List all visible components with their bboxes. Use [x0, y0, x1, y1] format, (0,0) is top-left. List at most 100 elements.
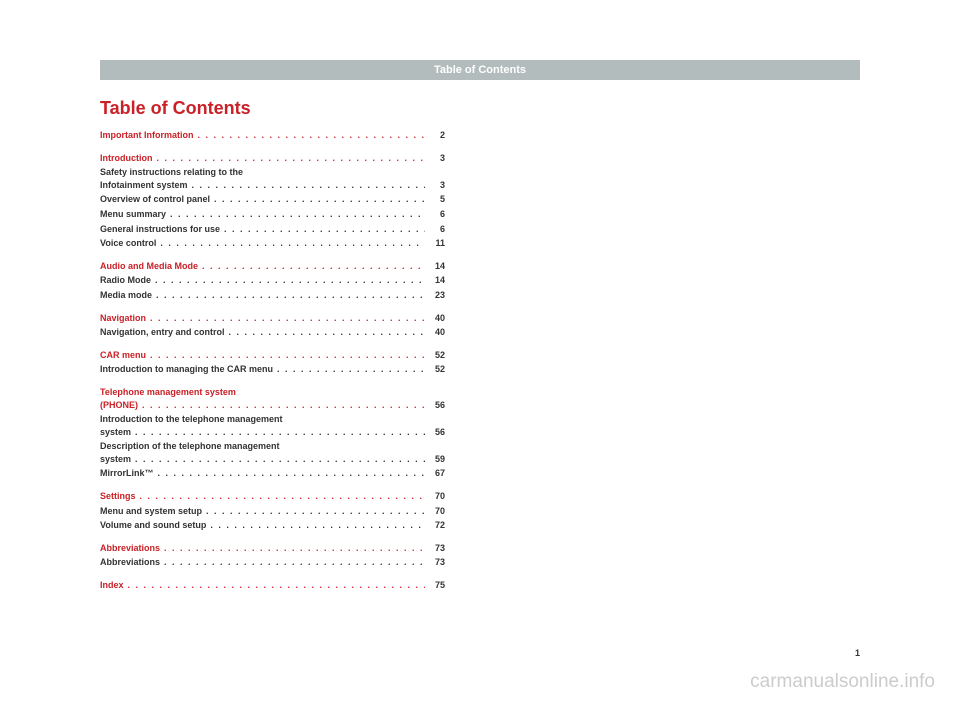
toc-page: 23	[425, 289, 445, 302]
toc-page: 72	[425, 519, 445, 532]
toc-label: General instructions for use	[100, 223, 220, 236]
toc-label: Index	[100, 579, 124, 592]
toc-dots	[225, 326, 425, 339]
toc-dots	[206, 519, 425, 532]
toc-page: 5	[425, 193, 445, 206]
toc-dots	[146, 349, 425, 362]
toc-page: 40	[425, 312, 445, 325]
toc-dots	[146, 312, 425, 325]
toc-label: Abbreviations	[100, 556, 160, 569]
watermark: carmanualsonline.info	[750, 671, 935, 693]
toc-entry: Audio and Media Mode14	[100, 260, 445, 273]
toc-entry-multiline: Description of the telephone managements…	[100, 440, 445, 465]
toc-dots	[210, 193, 425, 206]
toc-label: Settings	[100, 490, 136, 503]
toc-label: Introduction to managing the CAR menu	[100, 363, 273, 376]
toc-label-line2: system	[100, 453, 131, 466]
document-page: Table of Contents Table of Contents Impo…	[0, 0, 960, 708]
toc-page: 6	[425, 208, 445, 221]
toc-dots	[153, 152, 426, 165]
toc-dots	[202, 505, 425, 518]
toc-dots	[154, 467, 425, 480]
toc-label: Introduction	[100, 152, 153, 165]
toc-page: 67	[425, 467, 445, 480]
toc-label: Radio Mode	[100, 274, 151, 287]
toc-label: Navigation	[100, 312, 146, 325]
page-title: Table of Contents	[100, 98, 860, 119]
toc-label: Voice control	[100, 237, 156, 250]
toc-label: Abbreviations	[100, 542, 160, 555]
toc-label-line1: Introduction to the telephone management	[100, 413, 283, 426]
toc-dots	[160, 542, 425, 555]
toc-label-line1: Safety instructions relating to the	[100, 166, 243, 179]
toc-entry: Abbreviations 73	[100, 542, 445, 555]
toc-page: 6	[425, 223, 445, 236]
toc-entry: Volume and sound setup 72	[100, 519, 445, 532]
header-bar: Table of Contents	[100, 60, 860, 80]
toc-dots	[194, 129, 426, 142]
toc-page: 56	[425, 399, 445, 412]
toc-dots	[151, 274, 425, 287]
toc-entry: Menu and system setup70	[100, 505, 445, 518]
toc-entry-multiline: Introduction to the telephone management…	[100, 413, 445, 438]
toc-entry-multiline: Safety instructions relating to theInfot…	[100, 166, 445, 191]
toc-page: 75	[425, 579, 445, 592]
toc-label-line2: system	[100, 426, 131, 439]
toc-page: 73	[425, 542, 445, 555]
toc-page: 73	[425, 556, 445, 569]
toc-dots	[136, 490, 425, 503]
toc-page: 3	[425, 179, 445, 192]
toc-label: Overview of control panel	[100, 193, 210, 206]
page-number: 1	[855, 648, 860, 658]
toc-entry: Index 75	[100, 579, 445, 592]
toc-label: Menu summary	[100, 208, 166, 221]
toc-dots	[160, 556, 425, 569]
toc-entry: Important Information 2	[100, 129, 445, 142]
toc-label: Media mode	[100, 289, 152, 302]
toc-dots	[152, 289, 425, 302]
toc-label-line2: (PHONE)	[100, 399, 138, 412]
toc-page: 70	[425, 490, 445, 503]
toc-entry: Introduction 3	[100, 152, 445, 165]
toc-label-line1: Description of the telephone management	[100, 440, 280, 453]
toc-entry: Overview of control panel 5	[100, 193, 445, 206]
toc-dots	[198, 260, 425, 273]
toc-label: Menu and system setup	[100, 505, 202, 518]
toc-dots	[188, 179, 425, 192]
toc-entry: Voice control11	[100, 237, 445, 250]
toc-entry: Menu summary 6	[100, 208, 445, 221]
toc-page: 14	[425, 274, 445, 287]
toc-entry: MirrorLink™ 67	[100, 467, 445, 480]
toc-page: 40	[425, 326, 445, 339]
toc-label: MirrorLink™	[100, 467, 154, 480]
toc-entry: CAR menu 52	[100, 349, 445, 362]
toc-dots	[273, 363, 425, 376]
toc-label: Audio and Media Mode	[100, 260, 198, 273]
toc-entry: General instructions for use 6	[100, 223, 445, 236]
toc-entry: Introduction to managing the CAR menu 52	[100, 363, 445, 376]
toc-page: 2	[425, 129, 445, 142]
toc-label-line1: Telephone management system	[100, 386, 236, 399]
toc-page: 52	[425, 363, 445, 376]
toc-entry: Navigation, entry and control 40	[100, 326, 445, 339]
toc-entry-multiline: Telephone management system(PHONE) 56	[100, 386, 445, 411]
toc-label: Volume and sound setup	[100, 519, 206, 532]
toc-entry: Radio Mode 14	[100, 274, 445, 287]
toc-page: 59	[425, 453, 445, 466]
toc-dots	[166, 208, 425, 221]
toc-label: Important Information	[100, 129, 194, 142]
toc-label-line2: Infotainment system	[100, 179, 188, 192]
toc-dots	[220, 223, 425, 236]
toc-entry: Media mode 23	[100, 289, 445, 302]
toc-dots	[156, 237, 425, 250]
toc-dots	[138, 399, 425, 412]
toc-page: 3	[425, 152, 445, 165]
toc-label: Navigation, entry and control	[100, 326, 225, 339]
toc-page: 52	[425, 349, 445, 362]
toc-dots	[124, 579, 425, 592]
toc-entry: Abbreviations 73	[100, 556, 445, 569]
toc-label: CAR menu	[100, 349, 146, 362]
toc-entry: Navigation 40	[100, 312, 445, 325]
toc-dots	[131, 453, 425, 466]
toc-page: 56	[425, 426, 445, 439]
